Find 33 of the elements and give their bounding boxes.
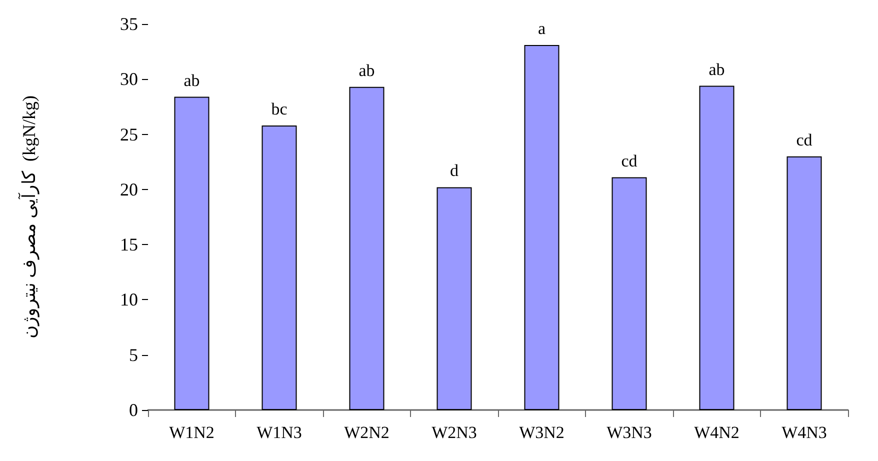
annotation: bc [271, 99, 288, 118]
y-axis-title: کارآیی مصرف نیتروژن (kgN/kg) [18, 96, 40, 338]
x-tick-label: W3N2 [519, 423, 564, 442]
bar [174, 96, 210, 410]
y-tick-label: 0 [129, 400, 138, 420]
y-tick-label: 15 [120, 234, 138, 255]
annotation: d [450, 161, 459, 180]
annotation: cd [796, 130, 813, 150]
annotation: a [538, 18, 546, 38]
y-tick-label: 25 [120, 124, 138, 144]
y-tick-label: 10 [120, 290, 138, 310]
x-tick-label: W1N3 [256, 423, 302, 442]
x-tick-label: W2N3 [432, 423, 477, 442]
x-tick-label: W1N2 [169, 423, 214, 442]
annotation: ab [708, 60, 725, 79]
bar [349, 86, 384, 410]
bar [436, 187, 472, 410]
y-tick-label: 35 [120, 14, 138, 34]
x-tick-label: W3N3 [606, 423, 652, 442]
bar [524, 44, 560, 410]
annotation: cd [621, 151, 638, 170]
y-tick-label: 30 [120, 69, 138, 90]
bar [612, 177, 647, 410]
y-tick-label: 5 [129, 344, 138, 365]
bar [786, 156, 822, 410]
bar [262, 125, 297, 410]
y-tick-label: 20 [120, 179, 138, 200]
annotation: ab [184, 70, 200, 90]
x-tick-label: W4N3 [782, 423, 827, 442]
x-tick-label: W4N2 [694, 423, 740, 442]
bar [699, 86, 734, 410]
x-tick-label: W2N2 [344, 423, 390, 442]
annotation: ab [358, 60, 375, 80]
